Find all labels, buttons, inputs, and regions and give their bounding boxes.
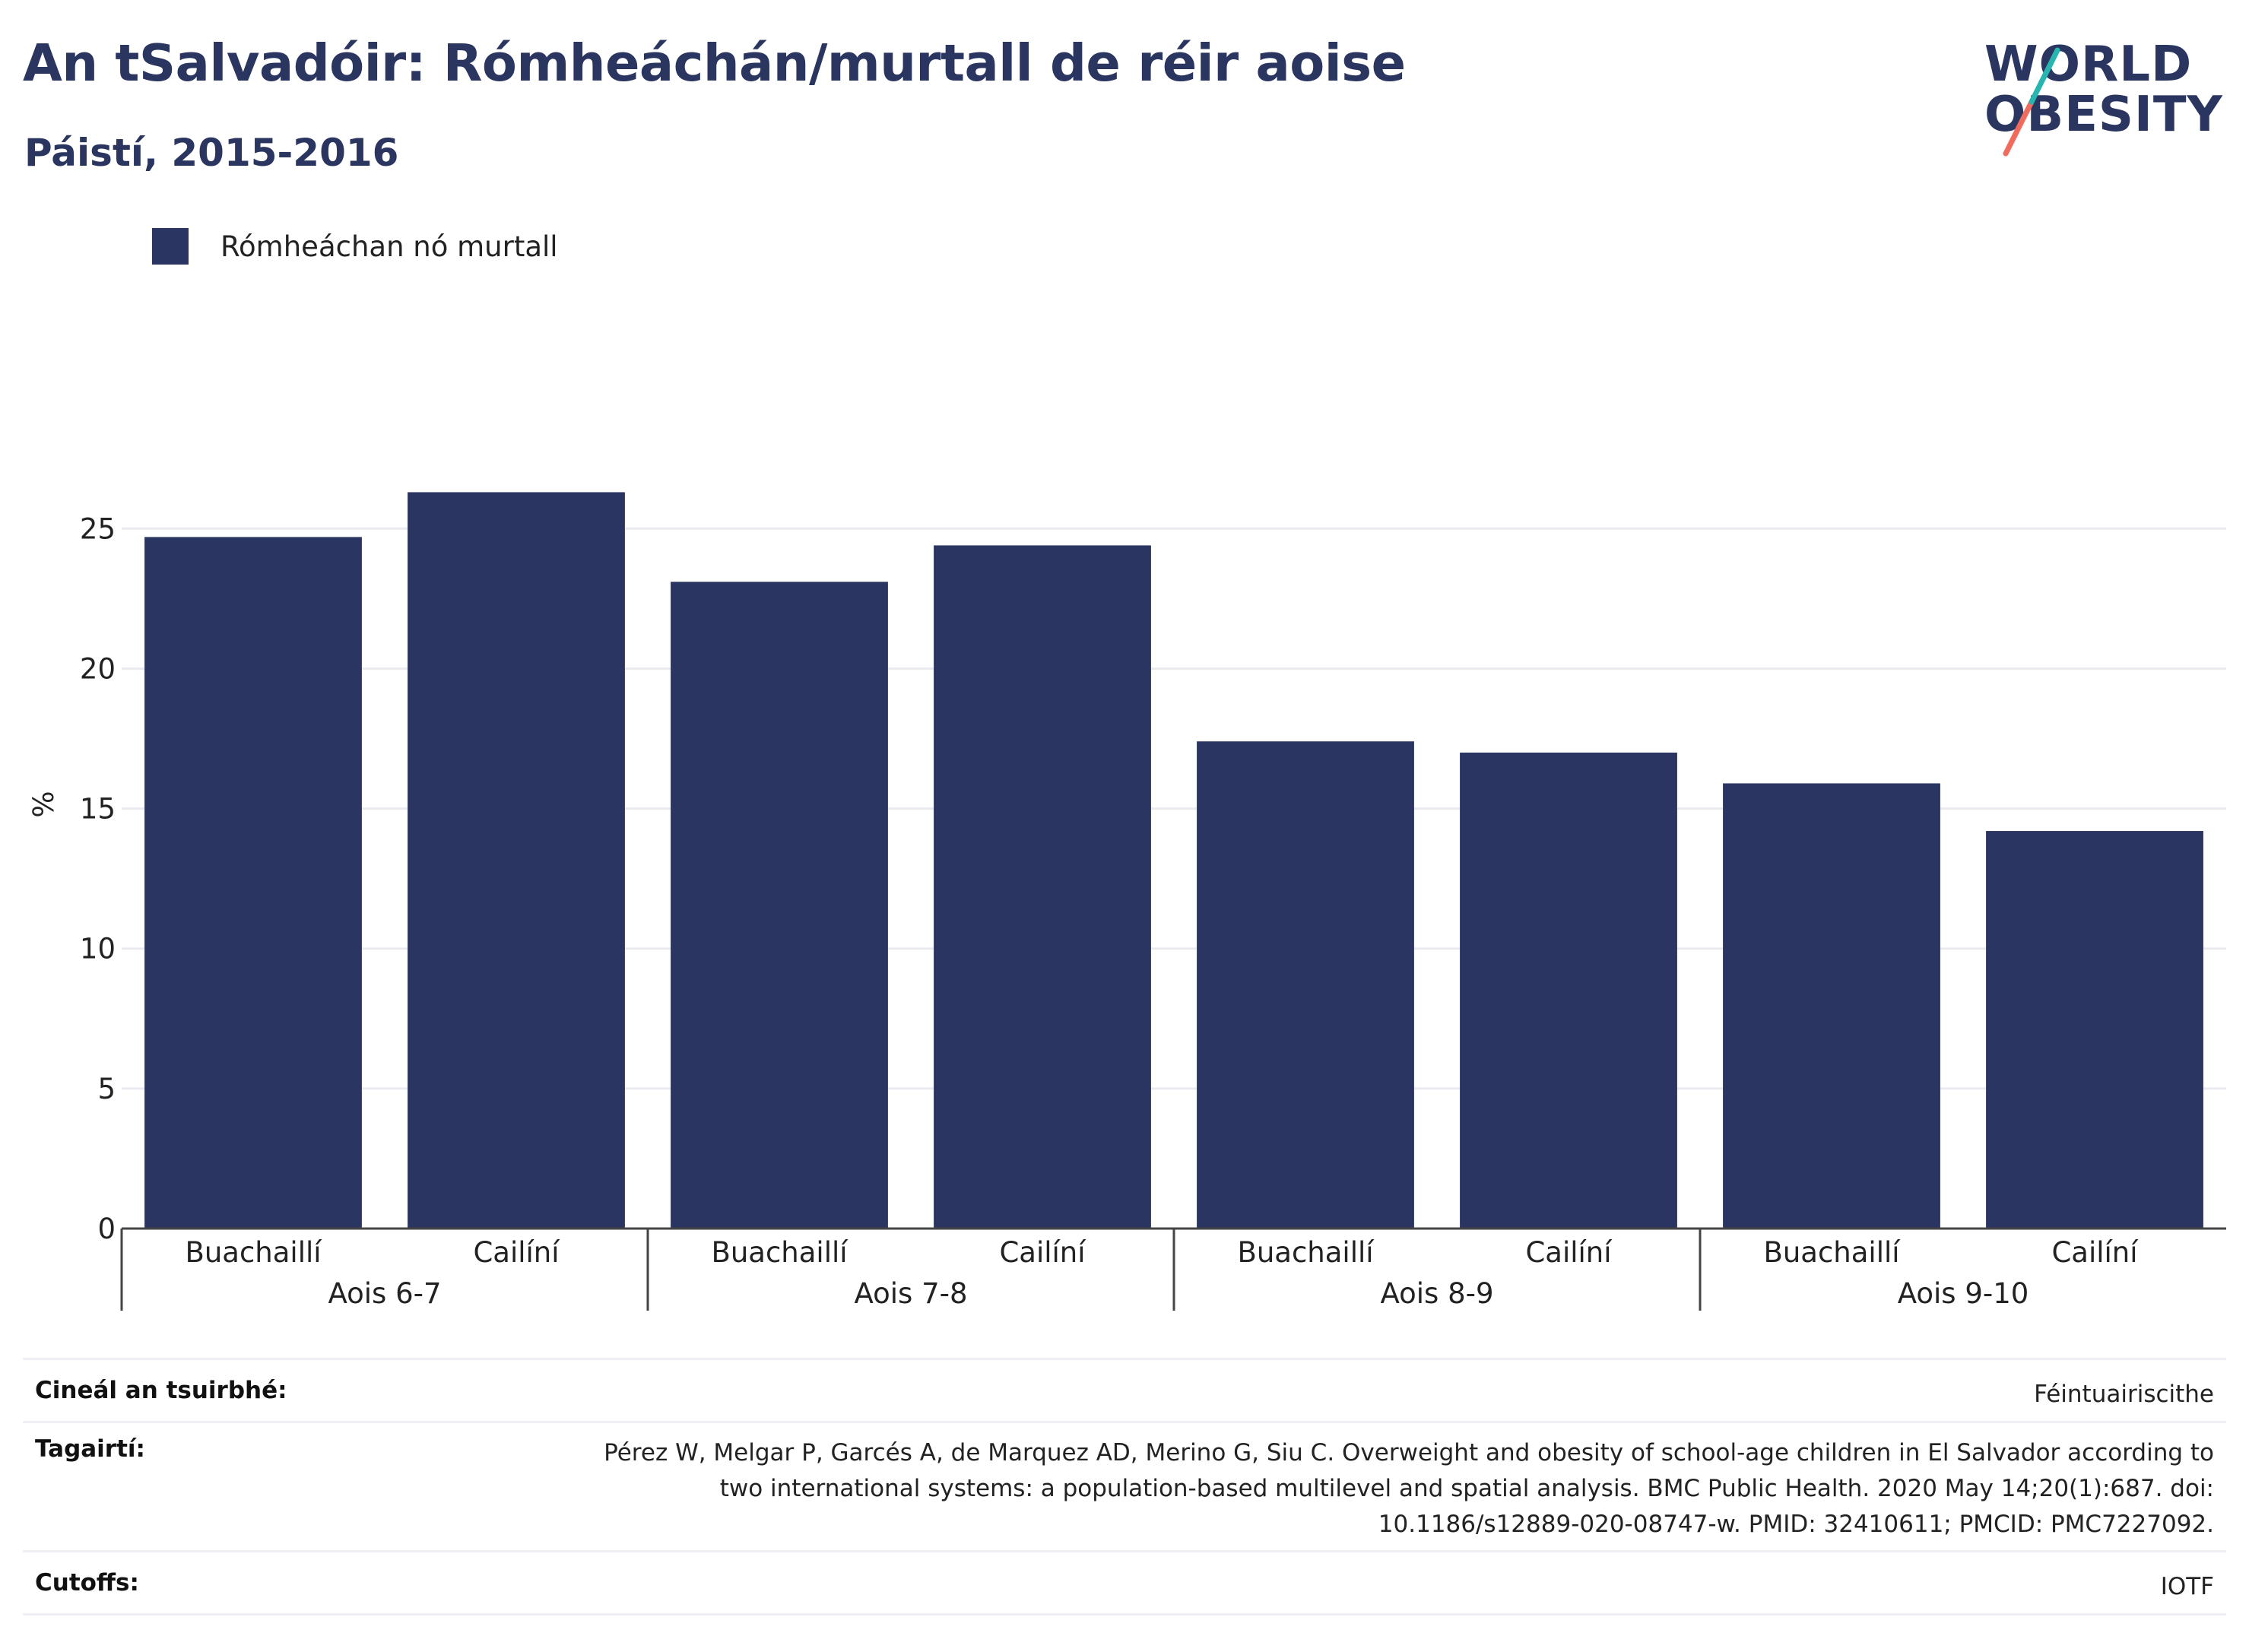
chart-subtitle: Páistí, 2015-2016 — [24, 131, 399, 175]
legend-label: Rómheáchan nó murtall — [220, 230, 558, 263]
metadata-value: IOTF — [2160, 1573, 2214, 1600]
logo-slash-icon — [2003, 47, 2060, 157]
group-label: Aois 7-8 — [854, 1277, 967, 1310]
bar — [144, 537, 362, 1229]
y-axis-label: % — [27, 791, 60, 817]
metadata-row-cutoffs: Cutoffs: IOTF — [23, 1550, 2226, 1616]
y-tick-label: 25 — [80, 512, 116, 545]
logo-word-world: WORLD — [1984, 36, 2193, 93]
x-tick-label: Cailíní — [1525, 1236, 1613, 1269]
x-tick-label: Cailíní — [999, 1236, 1086, 1269]
x-tick-label: Cailíní — [473, 1236, 560, 1269]
metadata-row-references: Tagairtí: Pérez W, Melgar P, Garcés A, d… — [23, 1421, 2226, 1550]
y-tick-label: 20 — [80, 652, 116, 685]
bar — [1197, 741, 1414, 1229]
x-tick-label: Buachaillí — [185, 1236, 322, 1269]
bar — [1460, 752, 1677, 1229]
chart-title: An tSalvadóir: Rómheáchán/murtall de réi… — [23, 33, 1406, 93]
bar — [1723, 783, 1940, 1229]
metadata-key: Cutoffs: — [35, 1569, 139, 1597]
metadata-value: Féintuairiscithe — [2034, 1381, 2214, 1408]
legend-swatch — [152, 228, 189, 265]
metadata-table: Cineál an tsuirbhé: Féintuairiscithe Tag… — [23, 1358, 2226, 1616]
metadata-row-survey-type: Cineál an tsuirbhé: Féintuairiscithe — [23, 1358, 2226, 1421]
metadata-key: Tagairtí: — [35, 1435, 145, 1463]
bar — [408, 492, 625, 1229]
bar — [671, 582, 888, 1229]
x-tick-label: Buachaillí — [1763, 1236, 1901, 1269]
metadata-key: Cineál an tsuirbhé: — [35, 1377, 287, 1404]
y-tick-label: 15 — [80, 793, 116, 826]
metadata-value: Pérez W, Melgar P, Garcés A, de Marquez … — [604, 1439, 2214, 1538]
group-label: Aois 6-7 — [328, 1277, 441, 1310]
x-tick-label: Buachaillí — [711, 1236, 849, 1269]
y-tick-label: 10 — [80, 933, 116, 966]
x-tick-label: Cailíní — [2051, 1236, 2139, 1269]
y-tick-label: 5 — [97, 1073, 116, 1105]
bar — [1986, 831, 2203, 1229]
group-label: Aois 9-10 — [1898, 1277, 2029, 1310]
bar-chart: 0 5 10 15 20 25% Buachaillí Cailíní Buachaillí Ca… — [27, 492, 2226, 1311]
x-tick-label: Buachaillí — [1237, 1236, 1375, 1269]
world-obesity-logo: WORLD OBESITY — [1984, 23, 2228, 160]
y-tick-label: 0 — [97, 1213, 116, 1245]
group-label: Aois 8-9 — [1380, 1277, 1493, 1310]
legend: Rómheáchan nó murtall — [152, 225, 558, 268]
bar — [934, 545, 1151, 1229]
